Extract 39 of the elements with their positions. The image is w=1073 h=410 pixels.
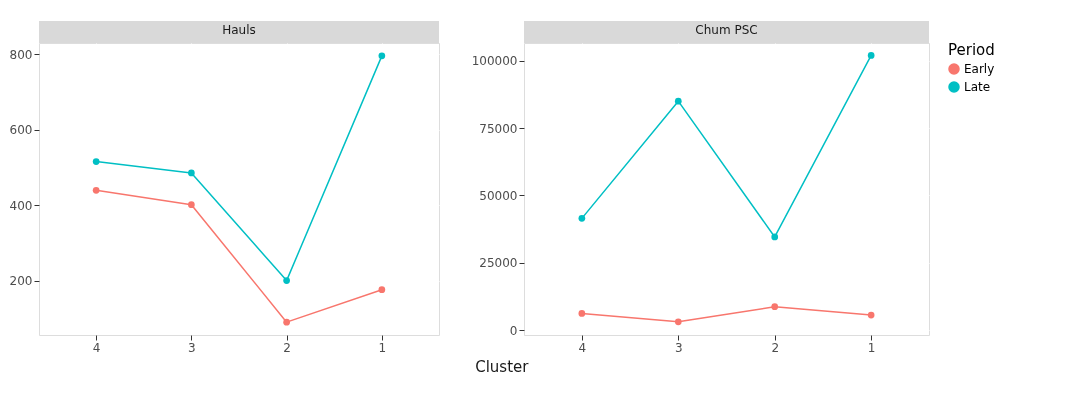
y-tick-label: 25000 bbox=[479, 256, 518, 271]
legend-title: Period bbox=[948, 41, 995, 59]
point bbox=[867, 311, 875, 319]
chart-title: Chum PSC bbox=[695, 23, 758, 37]
point bbox=[578, 310, 586, 317]
point bbox=[674, 318, 682, 326]
x-tick-label: 2 bbox=[771, 340, 780, 355]
point bbox=[578, 215, 586, 222]
y-tick-label: 600 bbox=[9, 123, 33, 138]
y-tick-label: 100000 bbox=[471, 54, 518, 69]
x-tick-label: 3 bbox=[188, 340, 196, 355]
point bbox=[771, 233, 779, 241]
point bbox=[283, 277, 290, 284]
point bbox=[92, 186, 100, 194]
point bbox=[771, 303, 779, 311]
y-tick-label: 800 bbox=[9, 47, 33, 62]
point bbox=[378, 52, 386, 60]
y-tick-label: 75000 bbox=[479, 121, 518, 136]
x-tick-label: 4 bbox=[92, 340, 101, 355]
x-tick-label: 4 bbox=[578, 340, 587, 355]
x-tick-label: 1 bbox=[867, 340, 876, 355]
legend-label: Early bbox=[964, 62, 995, 76]
legend-label: Late bbox=[964, 80, 991, 94]
point bbox=[283, 318, 290, 326]
point bbox=[867, 52, 875, 59]
x-tick-label: 2 bbox=[283, 340, 291, 355]
y-tick-label: 0 bbox=[509, 323, 518, 338]
point bbox=[674, 97, 682, 105]
point bbox=[188, 201, 195, 209]
y-tick-label: 50000 bbox=[479, 188, 518, 203]
point bbox=[92, 158, 100, 165]
chart-title: Hauls bbox=[222, 23, 256, 37]
point bbox=[188, 169, 195, 177]
x-tick-label: 3 bbox=[674, 340, 683, 355]
y-tick-label: 200 bbox=[9, 274, 33, 289]
point bbox=[378, 286, 386, 294]
x-tick-label: 1 bbox=[378, 340, 387, 355]
y-tick-label: 400 bbox=[9, 198, 33, 213]
x-axis-title: Cluster bbox=[475, 357, 530, 376]
